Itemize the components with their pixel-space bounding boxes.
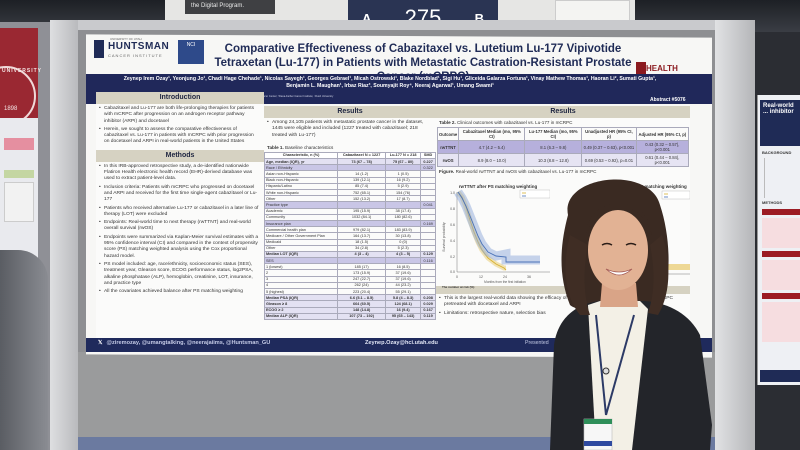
svg-text:0.0: 0.0 (450, 270, 455, 274)
nci-logo: NCI (178, 40, 204, 64)
results-heading-right: Results (436, 106, 690, 118)
right-poster-title: Real-world ... inhibitor (760, 100, 800, 146)
table1-cell: 0.119 (420, 312, 436, 320)
methods-bullet: All the covariates achieved balance afte… (99, 289, 260, 296)
table2-cell: rwTTNT (436, 140, 460, 154)
table2-header: Outcome (436, 127, 460, 141)
table1-row: Median ALP (IQR) 107 (73 – 192) 95 (65 – 1… (263, 312, 436, 320)
university-banner-text: UNIVERSITY (2, 68, 43, 74)
university-of-utah-u-icon (636, 62, 646, 76)
introduction-bullets: Cabazitaxel and Lu-177 are both life-pro… (96, 104, 264, 150)
right-poster-footer (760, 370, 800, 382)
methods-bullet: Endpoints: Real-world time to next thera… (99, 220, 260, 233)
methods-bullet: Inclusion criteria: Patients with mCRPC … (99, 185, 260, 204)
table2-cell: 0.43 (0.32 – 0.57), p<0.001 (635, 140, 690, 154)
footer-email: Zeynep.Ozay@hci.utah.edu (365, 340, 438, 346)
svg-text:1.0: 1.0 (450, 191, 455, 195)
table2-header: Lu-177 Median (mo, 95% CI) (524, 127, 583, 141)
km-chart-rwttnt: rwTTNT after PS matching weighting 1.0 0.… (442, 184, 550, 289)
table2-cell: 0.61 (0.44 – 0.84), p<0.001 (635, 153, 690, 167)
svg-text:0.4: 0.4 (450, 239, 455, 243)
svg-text:0.6: 0.6 (450, 223, 455, 227)
svg-text:0.2: 0.2 (450, 255, 455, 259)
svg-text:24: 24 (503, 275, 507, 279)
board-post-left (50, 20, 78, 450)
table1-cell: 107 (73 – 192) (337, 312, 387, 320)
university-banner: UNIVERSITY 1898 (0, 28, 43, 126)
table2-header: Unadjusted HR (95% CI, p) (581, 127, 637, 141)
logo-uhealth: HEALTH (646, 64, 678, 73)
table1-baseline-characteristics: Characteristic, n (%) Cabazitaxel N = 122… (263, 151, 436, 320)
table2-row: rwOS 8.9 (8.0 – 10.0) 10.3 (8.8 – 12.8) 0.6… (436, 153, 690, 167)
table2-cell: 4.7 (4.2 – 5.4) (458, 140, 526, 154)
university-seal-icon (0, 66, 36, 126)
table2-cell: 0.49 (0.37 – 0.63), p<0.001 (581, 140, 637, 154)
digital-program-sign: the Digital Program. (185, 0, 275, 14)
svg-text:36: 36 (527, 275, 531, 279)
figure-caption: Figure. Real-world rwTTNT and rwOS with … (439, 169, 597, 174)
chart1-xlabel: Months from the first initiation (484, 280, 526, 284)
table2-header: Cabazitaxel Median (mo, 95% CI) (458, 127, 526, 141)
x-icon: 𝕏 (98, 340, 103, 346)
right-poster-section-methods: METHODS (762, 200, 782, 205)
huntsman-logo-icon (94, 40, 104, 58)
footer-social-handles: 𝕏 @ziremozay, @umangtalking, @neerajaiims… (98, 340, 271, 346)
results-bullets-left: Among 24,105 patients with metastatic pr… (264, 118, 436, 143)
logo-huntsman: HUNTSMAN (108, 41, 170, 52)
table2-cell: 8.1 (6.3 – 9.8) (524, 140, 583, 154)
methods-heading: Methods (96, 149, 264, 162)
logo-huntsman-sub: CANCER INSTITUTE (108, 53, 163, 58)
university-banner-year: 1898 (4, 106, 18, 112)
person-left-partial (0, 250, 48, 450)
introduction-bullet: Herein, we sought to assess the comparat… (99, 127, 260, 146)
introduction-heading: Introduction (96, 92, 264, 104)
presenter-person (550, 179, 712, 450)
methods-bullet: Patients who received alternative Lu-177… (99, 206, 260, 219)
chart1-title: rwTTNT after PS matching weighting (459, 184, 538, 189)
chart2-title: rwOS after PS matching weighting (613, 184, 687, 189)
svg-text:12: 12 (479, 275, 483, 279)
conclusion-bullet: This is the largest real-world data show… (439, 296, 686, 309)
conclusion-bullet: Limitations: retrospective nature, selec… (439, 311, 686, 318)
table2-header: Adjusted HR (95% CI, p) (635, 127, 690, 141)
abstract-number: Abstract #5076 (650, 97, 686, 103)
column-introduction-methods: Introduction Cabazitaxel and Lu-177 are … (96, 92, 264, 340)
poster-title: Comparative Effectiveness of Cabazitaxel… (214, 43, 632, 83)
results-heading-left: Results (264, 106, 436, 118)
svg-text:0: 0 (456, 275, 458, 279)
chart1-ylabel: Survival probability (442, 222, 446, 252)
board-side-a: A (362, 10, 372, 26)
svg-text:0.8: 0.8 (450, 207, 455, 211)
table2-cell: rwOS (436, 153, 460, 167)
table2-cell: 0.69 (0.53 – 0.92), p=0.01 (581, 153, 637, 167)
right-poster-section-background: BACKGROUND (762, 150, 792, 155)
methods-bullets: In this IRB-approved retrospective study… (96, 162, 264, 300)
methods-bullet: In this IRB-approved retrospective study… (99, 164, 260, 183)
poster-authors: Zeynep Irem Ozay¹, Yeonjung Jo¹, Chadi H… (123, 76, 657, 89)
conclusion-heading-bar (436, 286, 690, 294)
table2-cell: 10.3 (8.8 – 12.8) (524, 153, 583, 167)
table2-clinical-outcomes: Outcome Cabazitaxel Median (mo, 95% CI) Lu… (436, 127, 690, 167)
table1-row: Other 34 (2.8) 5 (2.3) (263, 244, 436, 252)
methods-bullet: Endpoints were summarized via Kaplan-Mei… (99, 235, 260, 260)
table1-caption: Table 1. Baseline characteristics (267, 144, 334, 150)
table1-cell: 95 (65 – 143) (385, 312, 422, 320)
board-side-b: B (474, 10, 484, 26)
chart1-at-risk-label: The number at risk (%) (442, 285, 474, 289)
logo-university-small: UNIVERSITY OF UTAH (110, 37, 142, 41)
table2-row: rwTTNT 4.7 (4.2 – 5.4) 8.1 (6.3 – 9.8) 0.49… (436, 140, 690, 154)
footer-presented: Presented (525, 340, 549, 346)
column-results-table1: Results Among 24,105 patients with metas… (263, 106, 436, 340)
table1-row: Median PSA (IQR) 6.6 (5.1 – 8.5) 5.8 (4 – … (263, 294, 436, 302)
methods-bullet: PS model included: age, race/ethnicity, … (99, 262, 260, 287)
table2-cell: 8.9 (8.0 – 10.0) (458, 153, 526, 167)
board-post-right (715, 20, 755, 450)
results-bullet: Among 24,105 patients with metastatic pr… (267, 120, 432, 139)
table2-caption: Table 2. Clinical outcomes with cabazita… (439, 120, 573, 125)
conclusion-bullets: This is the largest real-world data show… (436, 294, 690, 321)
right-poster-body: BACKGROUND METHODS (762, 150, 800, 342)
table1-cell: Median ALP (IQR) (263, 312, 339, 320)
introduction-bullet: Cabazitaxel and Lu-177 are both life-pro… (99, 106, 260, 125)
